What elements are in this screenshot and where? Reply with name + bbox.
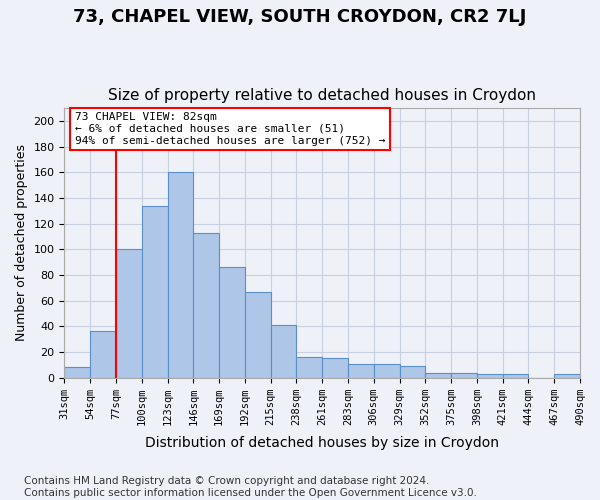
Text: Contains HM Land Registry data © Crown copyright and database right 2024.
Contai: Contains HM Land Registry data © Crown c…: [24, 476, 477, 498]
Bar: [64, 368, 90, 378]
X-axis label: Distribution of detached houses by size in Croydon: Distribution of detached houses by size …: [145, 436, 499, 450]
Bar: [116, 250, 142, 378]
Y-axis label: Number of detached properties: Number of detached properties: [15, 144, 28, 342]
Title: Size of property relative to detached houses in Croydon: Size of property relative to detached ho…: [108, 88, 536, 103]
Bar: [193, 232, 219, 378]
Bar: [348, 364, 374, 378]
Bar: [142, 206, 167, 378]
Bar: [503, 374, 529, 378]
Bar: [322, 358, 348, 378]
Bar: [554, 374, 580, 378]
Bar: [425, 372, 451, 378]
Bar: [296, 357, 322, 378]
Text: 73 CHAPEL VIEW: 82sqm
← 6% of detached houses are smaller (51)
94% of semi-detac: 73 CHAPEL VIEW: 82sqm ← 6% of detached h…: [75, 112, 385, 146]
Bar: [245, 292, 271, 378]
Text: 73, CHAPEL VIEW, SOUTH CROYDON, CR2 7LJ: 73, CHAPEL VIEW, SOUTH CROYDON, CR2 7LJ: [73, 8, 527, 26]
Bar: [400, 366, 425, 378]
Bar: [451, 372, 477, 378]
Bar: [167, 172, 193, 378]
Bar: [219, 268, 245, 378]
Bar: [374, 364, 400, 378]
Bar: [271, 325, 296, 378]
Bar: [477, 374, 503, 378]
Bar: [90, 332, 116, 378]
